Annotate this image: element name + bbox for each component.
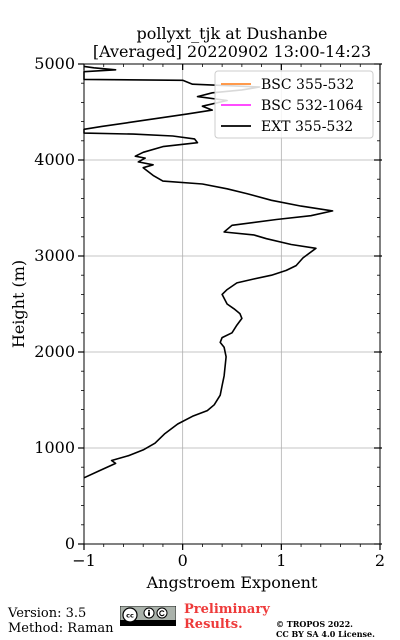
preliminary-results-note: Preliminary Results.	[184, 602, 270, 632]
y-tick-label: 2000	[34, 342, 75, 361]
plot-frame	[83, 63, 381, 545]
cc-icon: cc	[122, 607, 138, 623]
x-tick-label: 2	[375, 551, 385, 570]
sa-icon	[156, 607, 168, 619]
x-axis-label: Angstroem Exponent	[146, 573, 318, 592]
method-text: Method: Raman	[8, 621, 114, 636]
y-tick-label: 0	[65, 534, 75, 553]
series-line	[83, 65, 334, 479]
chart-title-line1: pollyxt_tjk at Dushanbe	[136, 24, 327, 43]
copyright-line1: © TROPOS 2022.	[276, 619, 353, 629]
legend-label: BSC 355-532	[261, 77, 354, 93]
y-tick-label: 5000	[34, 54, 75, 73]
copyright-note: © TROPOS 2022. CC BY SA 4.0 License.	[276, 619, 375, 639]
legend-label: EXT 355-532	[261, 119, 353, 135]
preliminary-line1: Preliminary	[184, 602, 270, 617]
x-tick-label: −1	[72, 551, 96, 570]
preliminary-line2: Results.	[184, 617, 243, 632]
legend-box	[214, 70, 374, 139]
grid	[84, 64, 380, 544]
svg-text:cc: cc	[126, 612, 134, 620]
x-tick-label: 0	[178, 551, 188, 570]
y-tick-label: 4000	[34, 150, 75, 169]
legend-label: BSC 532-1064	[261, 98, 363, 114]
y-axis-label: Height (m)	[9, 260, 28, 348]
chart-figure: pollyxt_tjk at Dushanbe [Averaged] 20220…	[9, 24, 385, 592]
cc-license-badge: cc	[120, 606, 176, 626]
version-text: Version: 3.5	[8, 606, 87, 621]
x-tick-label: 1	[276, 551, 286, 570]
chart-title-line2: [Averaged] 20220902 13:00-14:23	[93, 42, 371, 61]
legend: BSC 355-532 BSC 532-1064 EXT 355-532	[214, 70, 374, 139]
series-group	[83, 65, 334, 479]
copyright-line2: CC BY SA 4.0 License.	[276, 629, 375, 639]
by-icon	[143, 607, 155, 619]
y-tick-label: 3000	[34, 246, 75, 265]
y-tick-label: 1000	[34, 438, 75, 457]
